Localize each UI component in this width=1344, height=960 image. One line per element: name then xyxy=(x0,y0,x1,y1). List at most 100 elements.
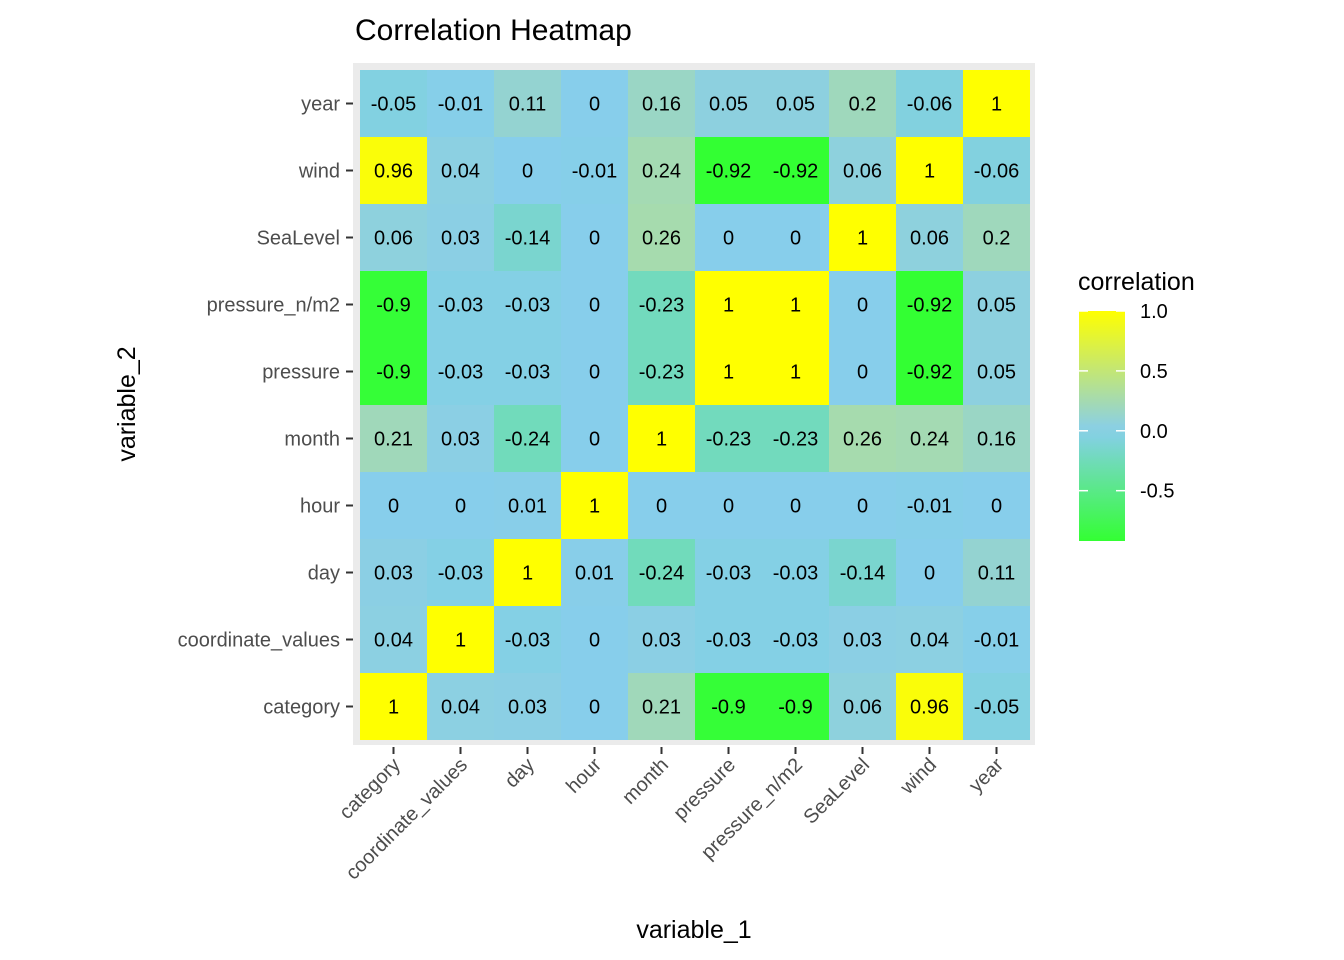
x-tick-label: month xyxy=(618,754,673,809)
cell-value-label: -0.03 xyxy=(706,563,752,585)
cell-value-label: -0.06 xyxy=(907,94,953,116)
cell-value-label: 1 xyxy=(790,295,801,317)
y-axis: category coordinate_values day hour month pre… xyxy=(178,94,353,719)
cell-value-label: 0 xyxy=(723,228,734,250)
cell-value-label: 1 xyxy=(924,161,935,183)
cell-value-label: 0.03 xyxy=(508,697,547,719)
cell-value-label: 0 xyxy=(589,697,600,719)
legend-tick-label: 0.0 xyxy=(1140,421,1168,443)
cell-value-label: -0.03 xyxy=(773,630,819,652)
cell-value-label: 0.05 xyxy=(776,94,815,116)
cell-value-label: 0.03 xyxy=(441,429,480,451)
cell-value-label: 1 xyxy=(656,429,667,451)
cell-value-label: -0.9 xyxy=(778,697,812,719)
cell-value-label: 0 xyxy=(589,228,600,250)
cell-value-label: 0 xyxy=(455,496,466,518)
cell-value-label: 0 xyxy=(388,496,399,518)
y-tick-label: hour xyxy=(300,496,340,518)
cell-value-label: -0.03 xyxy=(505,630,551,652)
cell-value-label: 1 xyxy=(857,228,868,250)
y-tick-label: day xyxy=(308,563,340,585)
x-tick-label: category xyxy=(335,754,405,824)
cell-value-label: -0.03 xyxy=(438,563,484,585)
cell-value-label: 0.21 xyxy=(374,429,413,451)
cell-value-label: -0.03 xyxy=(438,362,484,384)
cell-value-label: 0 xyxy=(723,496,734,518)
heatmap-cells: 1 0.04 0.03 0 0.21 -0.9 -0.9 0.06 0.96 -0.050.04 1… xyxy=(360,70,1030,740)
cell-value-label: -0.03 xyxy=(773,563,819,585)
cell-value-label: -0.92 xyxy=(773,161,819,183)
cell-value-label: -0.92 xyxy=(907,362,953,384)
cell-value-label: -0.14 xyxy=(840,563,886,585)
cell-value-label: -0.03 xyxy=(505,362,551,384)
cell-value-label: 0.04 xyxy=(910,630,949,652)
legend-title: correlation xyxy=(1078,268,1195,296)
cell-value-label: -0.92 xyxy=(706,161,752,183)
cell-value-label: -0.23 xyxy=(706,429,752,451)
cell-value-label: 0 xyxy=(857,362,868,384)
cell-value-label: 1 xyxy=(388,697,399,719)
y-tick-label: SeaLevel xyxy=(257,228,340,250)
cell-value-label: 0.26 xyxy=(843,429,882,451)
legend-tick-label: 0.5 xyxy=(1140,361,1168,383)
cell-value-label: 0 xyxy=(589,94,600,116)
cell-value-label: -0.03 xyxy=(438,295,484,317)
chart-title: Correlation Heatmap xyxy=(355,14,632,47)
x-tick-label: wind xyxy=(896,754,941,799)
cell-value-label: -0.23 xyxy=(639,295,685,317)
cell-value-label: 0.04 xyxy=(374,630,413,652)
cell-value-label: 0 xyxy=(589,630,600,652)
cell-value-label: 0 xyxy=(522,161,533,183)
cell-value-label: 0.16 xyxy=(977,429,1016,451)
cell-value-label: 0.26 xyxy=(642,228,681,250)
cell-value-label: -0.14 xyxy=(505,228,551,250)
cell-value-label: 0.24 xyxy=(642,161,681,183)
cell-value-label: 0.2 xyxy=(983,228,1011,250)
x-tick-label: coordinate_values xyxy=(342,754,472,884)
cell-value-label: 1 xyxy=(455,630,466,652)
cell-value-label: -0.05 xyxy=(371,94,417,116)
y-tick-label: month xyxy=(284,429,340,451)
cell-value-label: -0.01 xyxy=(907,496,953,518)
cell-value-label: 0.05 xyxy=(977,295,1016,317)
cell-value-label: -0.23 xyxy=(773,429,819,451)
cell-value-label: 1 xyxy=(723,295,734,317)
cell-value-label: 0.03 xyxy=(642,630,681,652)
legend-tick-label: -0.5 xyxy=(1140,481,1174,503)
y-tick-label: pressure_n/m2 xyxy=(207,295,340,317)
cell-value-label: 0.11 xyxy=(509,94,546,116)
cell-value-label: 0 xyxy=(790,496,801,518)
cell-value-label: 1 xyxy=(522,563,533,585)
cell-value-label: 0.06 xyxy=(374,228,413,250)
cell-value-label: -0.01 xyxy=(572,161,618,183)
cell-value-label: 0.21 xyxy=(642,697,681,719)
cell-value-label: 0.01 xyxy=(508,496,547,518)
y-tick-label: category xyxy=(263,697,340,719)
legend-tick-label: 1.0 xyxy=(1140,301,1168,323)
cell-value-label: 0.04 xyxy=(441,161,480,183)
cell-value-label: 0.03 xyxy=(843,630,882,652)
cell-value-label: 1 xyxy=(589,496,600,518)
cell-value-label: 0 xyxy=(857,295,868,317)
y-tick-label: year xyxy=(301,94,340,116)
color-legend: correlation 1.0 0.5 0.0 -0.5 xyxy=(1078,268,1195,541)
cell-value-label: 0.06 xyxy=(843,697,882,719)
y-tick-label: coordinate_values xyxy=(178,630,340,652)
x-tick-label: year xyxy=(965,754,1008,797)
cell-value-label: 0.06 xyxy=(910,228,949,250)
cell-value-label: 0.16 xyxy=(642,94,681,116)
x-tick-label: hour xyxy=(562,754,606,798)
cell-value-label: 0.96 xyxy=(910,697,949,719)
cell-value-label: -0.92 xyxy=(907,295,953,317)
x-axis-title: variable_1 xyxy=(636,916,751,944)
cell-value-label: 0.11 xyxy=(978,563,1015,585)
cell-value-label: 1 xyxy=(991,94,1002,116)
x-tick-label: SeaLevel xyxy=(800,754,875,829)
cell-value-label: -0.06 xyxy=(974,161,1020,183)
cell-value-label: -0.9 xyxy=(711,697,745,719)
x-tick-label: day xyxy=(501,754,539,792)
y-axis-title: variable_2 xyxy=(113,346,141,461)
cell-value-label: 0.05 xyxy=(977,362,1016,384)
